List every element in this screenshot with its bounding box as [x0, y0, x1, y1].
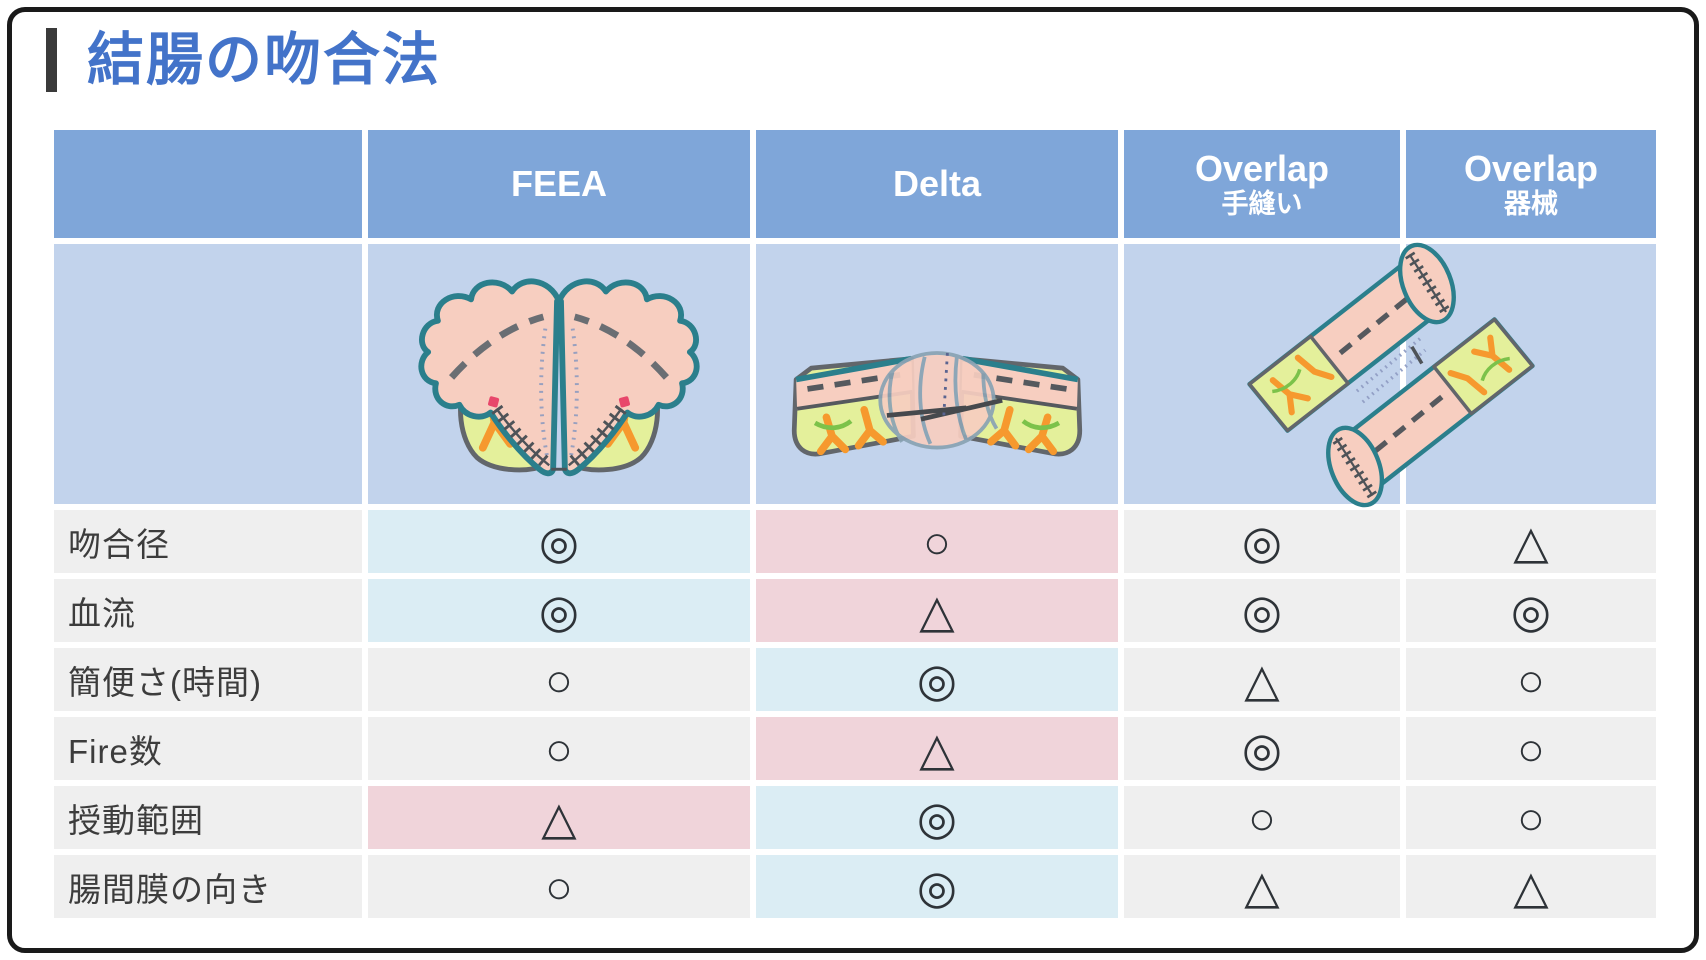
rating-symbol: △: [541, 791, 577, 844]
rating-symbol: ◎: [916, 653, 958, 706]
rating-symbol: △: [1244, 860, 1280, 913]
illustration-cell-empty: [54, 244, 362, 504]
rating-symbol: ◎: [916, 860, 958, 913]
rating-cell: △: [756, 717, 1118, 780]
rating-cell: △: [756, 579, 1118, 642]
rating-symbol: ◎: [1241, 722, 1283, 775]
rating-cell: ◎: [368, 510, 750, 573]
rating-cell: ○: [1406, 786, 1656, 849]
rating-symbol: ○: [1517, 791, 1545, 844]
delta-diagram-icon: [791, 351, 1093, 478]
rating-cell: ○: [756, 510, 1118, 573]
rating-cell: ○: [1406, 717, 1656, 780]
rating-symbol: ◎: [1241, 584, 1283, 637]
rating-symbol: ◎: [538, 515, 580, 568]
rating-cell: ○: [368, 648, 750, 711]
rating-cell: ○: [1124, 786, 1400, 849]
row-label-blood-flow: 血流: [54, 579, 362, 642]
rating-cell: △: [1406, 855, 1656, 918]
column-sublabel: 手縫い: [1221, 189, 1303, 220]
overlap-diagram-icon: [1247, 242, 1532, 516]
rating-cell: ◎: [1124, 717, 1400, 780]
row-label-anastomotic-diameter: 吻合径: [54, 510, 362, 573]
rating-symbol: ○: [545, 653, 573, 706]
rating-cell: △: [1124, 648, 1400, 711]
slide-header: 結腸の吻合法: [46, 28, 441, 92]
rating-symbol: △: [919, 584, 955, 637]
rating-symbol: ○: [1517, 653, 1545, 706]
row-label-fire-count: Fire数: [54, 717, 362, 780]
row-label-simplicity-time: 簡便さ(時間): [54, 648, 362, 711]
rating-symbol: △: [1513, 860, 1549, 913]
rating-cell: ○: [368, 717, 750, 780]
rating-symbol: ○: [1248, 791, 1276, 844]
column-label: FEEA: [510, 163, 607, 205]
rating-symbol: ○: [545, 722, 573, 775]
rating-cell: ◎: [368, 579, 750, 642]
rating-symbol: ○: [545, 860, 573, 913]
rating-symbol: ◎: [1241, 515, 1283, 568]
delta-illustration-cell: [756, 244, 1118, 504]
column-sublabel: 器械: [1504, 189, 1558, 220]
rating-cell: ◎: [1406, 579, 1656, 642]
rating-symbol: ◎: [916, 791, 958, 844]
feea-diagram-icon: [418, 262, 727, 487]
overlap-illustration: [1247, 234, 1532, 516]
rating-symbol: △: [1244, 653, 1280, 706]
rating-symbol: ○: [1517, 722, 1545, 775]
rating-cell: ○: [1406, 648, 1656, 711]
rating-cell: △: [368, 786, 750, 849]
page-title: 結腸の吻合法: [87, 27, 441, 92]
title-accent-bar: [46, 28, 57, 92]
rating-cell: △: [1124, 855, 1400, 918]
row-label-mobilization-range: 授動範囲: [54, 786, 362, 849]
column-label: Overlap: [1463, 147, 1599, 189]
column-label: Delta: [892, 163, 982, 205]
rating-cell: ◎: [756, 786, 1118, 849]
rating-cell: △: [1406, 510, 1656, 573]
rating-cell: ◎: [756, 855, 1118, 918]
header-cell-empty: [54, 130, 362, 238]
rating-symbol: ◎: [538, 584, 580, 637]
rating-symbol: ◎: [1510, 584, 1552, 637]
rating-symbol: △: [919, 722, 955, 775]
rating-cell: ◎: [1124, 510, 1400, 573]
rating-cell: ◎: [1124, 579, 1400, 642]
column-label: Overlap: [1194, 147, 1330, 189]
rating-cell: ○: [368, 855, 750, 918]
rating-cell: ◎: [756, 648, 1118, 711]
header-cell-overlap-handsewn: Overlap 手縫い: [1124, 130, 1400, 238]
header-cell-feea: FEEA: [368, 130, 750, 238]
feea-illustration-cell: [368, 244, 750, 504]
row-label-mesentery-orientation: 腸間膜の向き: [54, 855, 362, 918]
rating-symbol: △: [1513, 515, 1549, 568]
header-cell-delta: Delta: [756, 130, 1118, 238]
rating-symbol: ○: [923, 515, 951, 568]
comparison-table: FEEA Delta Overlap 手縫い Overlap 器械: [54, 130, 1656, 918]
header-cell-overlap-stapler: Overlap 器械: [1406, 130, 1656, 238]
